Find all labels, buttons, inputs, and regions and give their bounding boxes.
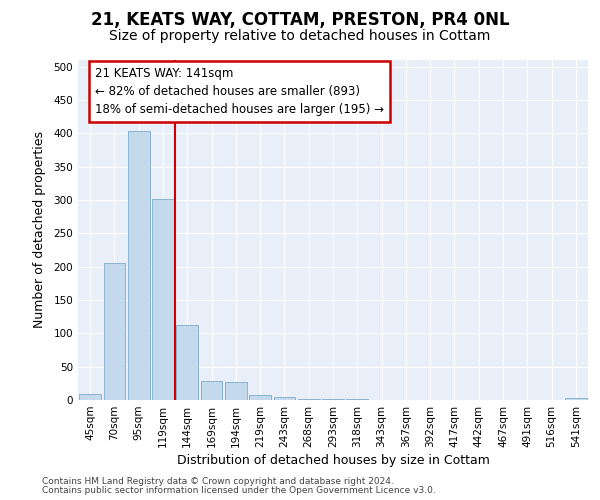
Bar	[298, 398, 320, 400]
Bar	[200, 380, 223, 400]
Y-axis label: Number of detached properties: Number of detached properties	[34, 132, 46, 328]
Bar	[565, 398, 587, 400]
Bar	[104, 264, 125, 400]
Bar	[152, 198, 174, 400]
Bar	[274, 396, 295, 400]
Text: 21, KEATS WAY, COTTAM, PRESTON, PR4 0NL: 21, KEATS WAY, COTTAM, PRESTON, PR4 0NL	[91, 12, 509, 30]
X-axis label: Distribution of detached houses by size in Cottam: Distribution of detached houses by size …	[176, 454, 490, 467]
Bar	[225, 382, 247, 400]
Bar	[176, 326, 198, 400]
Text: Contains HM Land Registry data © Crown copyright and database right 2024.: Contains HM Land Registry data © Crown c…	[42, 477, 394, 486]
Text: 21 KEATS WAY: 141sqm
← 82% of detached houses are smaller (893)
18% of semi-deta: 21 KEATS WAY: 141sqm ← 82% of detached h…	[95, 66, 384, 116]
Bar	[79, 394, 101, 400]
Text: Size of property relative to detached houses in Cottam: Size of property relative to detached ho…	[109, 29, 491, 43]
Bar	[249, 396, 271, 400]
Text: Contains public sector information licensed under the Open Government Licence v3: Contains public sector information licen…	[42, 486, 436, 495]
Bar	[128, 132, 149, 400]
